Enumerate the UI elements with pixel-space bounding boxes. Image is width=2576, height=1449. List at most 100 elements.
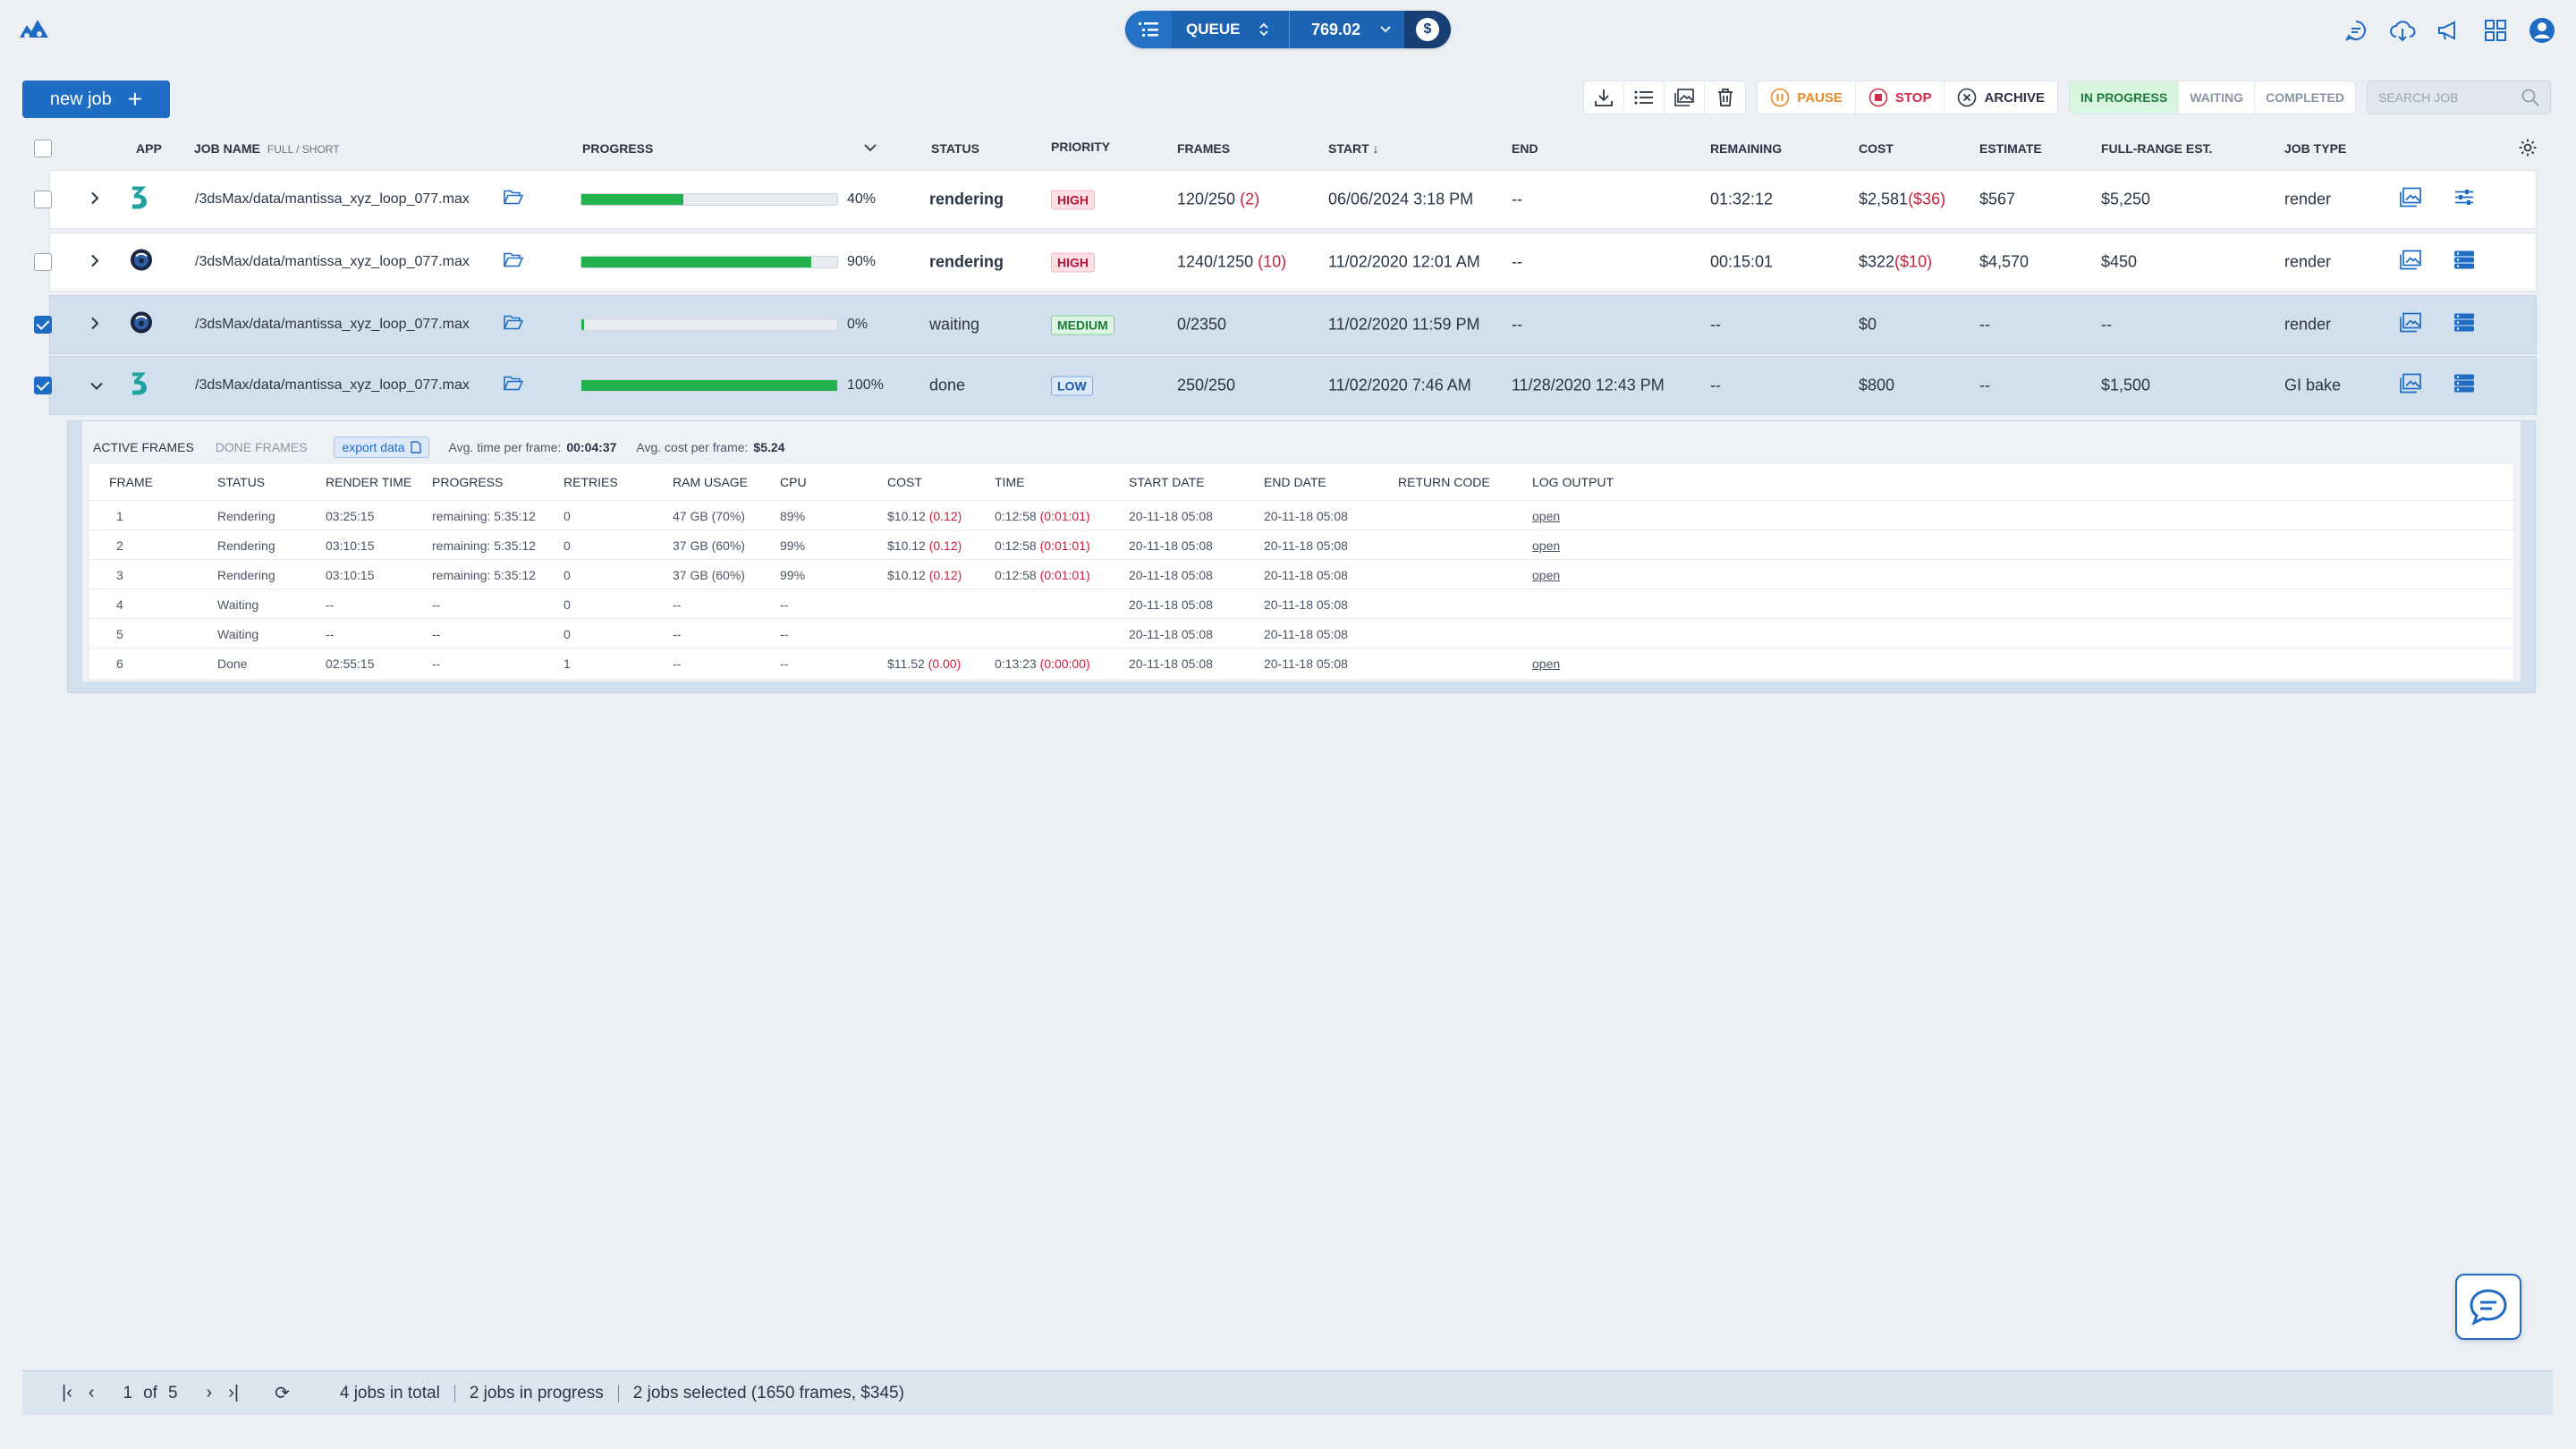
frames-col-retries[interactable]: RETRIES bbox=[564, 475, 618, 489]
folder-open-icon[interactable] bbox=[503, 252, 524, 273]
frames-col-cost[interactable]: COST bbox=[887, 475, 922, 489]
frame-row[interactable]: 6 Done 02:55:15 -- 1 -- -- $11.52 (0.00) 0:13:23… bbox=[89, 648, 2513, 677]
search-input[interactable] bbox=[2378, 90, 2512, 105]
frame-row[interactable]: 3 Rendering 03:10:15 remaining: 5:35:12 0 37 … bbox=[89, 559, 2513, 589]
user-avatar-icon[interactable] bbox=[2528, 16, 2556, 45]
job-name[interactable]: /3dsMax/data/mantissa_xyz_loop_077.max bbox=[195, 254, 470, 269]
megaphone-icon[interactable] bbox=[2435, 16, 2463, 45]
chat-support-button[interactable] bbox=[2455, 1274, 2521, 1340]
row-checkbox[interactable] bbox=[34, 316, 52, 334]
filter-completed[interactable]: COMPLETED bbox=[2266, 90, 2344, 105]
page-current[interactable]: 1 bbox=[123, 1383, 133, 1402]
folder-open-icon[interactable] bbox=[503, 376, 524, 396]
archive-button[interactable]: ARCHIVE bbox=[1945, 81, 2057, 114]
delete-button[interactable] bbox=[1705, 81, 1745, 114]
next-page-icon[interactable]: › bbox=[206, 1383, 213, 1402]
col-full-range[interactable]: FULL-RANGE EST. bbox=[2101, 141, 2213, 156]
job-name[interactable]: /3dsMax/data/mantissa_xyz_loop_077.max bbox=[195, 191, 470, 207]
tab-active-frames[interactable]: ACTIVE FRAMES bbox=[93, 440, 194, 454]
job-name[interactable]: /3dsMax/data/mantissa_xyz_loop_077.max bbox=[195, 317, 470, 332]
frames-col-render_time[interactable]: RENDER TIME bbox=[326, 475, 412, 489]
new-job-button[interactable]: new job + bbox=[22, 80, 170, 118]
frame-row[interactable]: 1 Rendering 03:25:15 remaining: 5:35:12 0 47 … bbox=[89, 500, 2513, 530]
first-page-icon[interactable]: |‹ bbox=[62, 1383, 72, 1402]
frame-row[interactable]: 4 Waiting -- -- 0 -- -- 20-11-18 05:08 20-11-18 … bbox=[89, 589, 2513, 618]
list-view-button[interactable] bbox=[1624, 81, 1665, 114]
col-progress[interactable]: PROGRESS bbox=[582, 141, 654, 156]
frames-col-start[interactable]: START DATE bbox=[1129, 475, 1205, 489]
col-end[interactable]: END bbox=[1512, 141, 1538, 156]
progress-dropdown-chevron-icon[interactable] bbox=[864, 143, 877, 152]
search-icon[interactable] bbox=[2521, 89, 2539, 106]
frame-log[interactable]: open bbox=[1532, 509, 1561, 523]
table-row[interactable]: /3dsMax/data/mantissa_xyz_loop_077.max 0%… bbox=[22, 295, 2537, 354]
folder-open-icon[interactable] bbox=[503, 190, 524, 210]
export-data-button[interactable]: export data bbox=[334, 436, 429, 458]
server-list-icon[interactable] bbox=[2453, 250, 2475, 275]
cloud-download-icon[interactable] bbox=[2388, 16, 2417, 45]
collapse-chevron-icon[interactable] bbox=[90, 377, 103, 395]
table-row[interactable]: /3dsMax/data/mantissa_xyz_loop_077.max 10… bbox=[22, 356, 2537, 415]
frames-col-progress[interactable]: PROGRESS bbox=[432, 475, 504, 489]
frames-col-ram[interactable]: RAM USAGE bbox=[673, 475, 749, 489]
select-all-checkbox[interactable] bbox=[34, 140, 52, 157]
col-job-type[interactable]: JOB TYPE bbox=[2284, 141, 2347, 156]
expand-chevron-icon[interactable] bbox=[90, 253, 99, 272]
preview-images-icon[interactable] bbox=[2400, 187, 2421, 212]
sliders-icon[interactable] bbox=[2453, 189, 2475, 211]
download-button[interactable] bbox=[1584, 81, 1625, 114]
job-name[interactable]: /3dsMax/data/mantissa_xyz_loop_077.max bbox=[195, 377, 470, 393]
balance-selector[interactable]: 769.02 bbox=[1290, 11, 1404, 48]
last-page-icon[interactable]: ›| bbox=[228, 1383, 240, 1402]
table-row[interactable]: /3dsMax/data/mantissa_xyz_loop_077.max 90… bbox=[22, 233, 2537, 292]
frame-log[interactable]: open bbox=[1532, 657, 1561, 671]
preview-images-icon[interactable] bbox=[2400, 373, 2421, 398]
frames-col-cpu[interactable]: CPU bbox=[780, 475, 807, 489]
row-checkbox[interactable] bbox=[34, 253, 52, 271]
preview-images-icon[interactable] bbox=[2400, 250, 2421, 275]
col-start[interactable]: START ↓ bbox=[1328, 141, 1379, 156]
col-priority[interactable]: PRIORITY bbox=[1051, 140, 1111, 154]
frame-log[interactable]: open bbox=[1532, 538, 1561, 553]
frame-log[interactable]: open bbox=[1532, 568, 1561, 582]
gallery-button[interactable] bbox=[1665, 81, 1706, 114]
frames-col-end[interactable]: END DATE bbox=[1264, 475, 1326, 489]
col-status[interactable]: STATUS bbox=[931, 141, 979, 156]
folder-open-icon[interactable] bbox=[503, 315, 524, 335]
queue-selector[interactable]: QUEUE bbox=[1172, 11, 1290, 48]
refresh-icon[interactable]: ⟳ bbox=[275, 1384, 290, 1403]
frames-col-log[interactable]: LOG OUTPUT bbox=[1532, 475, 1614, 489]
stop-button[interactable]: STOP bbox=[1856, 81, 1945, 114]
col-job-name-toggle[interactable]: FULL / SHORT bbox=[267, 143, 340, 156]
frames-col-frame[interactable]: FRAME bbox=[109, 475, 153, 489]
add-funds-button[interactable]: $ bbox=[1404, 11, 1451, 48]
gear-icon[interactable] bbox=[2518, 138, 2538, 157]
col-remaining[interactable]: REMAINING bbox=[1710, 141, 1783, 156]
prev-page-icon[interactable]: ‹ bbox=[88, 1383, 95, 1402]
frame-row[interactable]: 5 Waiting -- -- 0 -- -- 20-11-18 05:08 20-11-18 … bbox=[89, 618, 2513, 648]
queue-menu-button[interactable] bbox=[1125, 11, 1172, 48]
filter-in-progress[interactable]: IN PROGRESS bbox=[2069, 81, 2180, 114]
server-list-icon[interactable] bbox=[2453, 374, 2475, 398]
row-checkbox[interactable] bbox=[34, 377, 52, 394]
col-app[interactable]: APP bbox=[136, 141, 162, 156]
row-checkbox[interactable] bbox=[34, 191, 52, 208]
server-list-icon[interactable] bbox=[2453, 313, 2475, 337]
col-estimate[interactable]: ESTIMATE bbox=[1979, 141, 2042, 156]
frames-col-time[interactable]: TIME bbox=[995, 475, 1025, 489]
table-row[interactable]: /3dsMax/data/mantissa_xyz_loop_077.max 40… bbox=[22, 170, 2537, 229]
col-job-name[interactable]: JOB NAME FULL / SHORT bbox=[194, 141, 340, 156]
col-cost[interactable]: COST bbox=[1859, 141, 1894, 156]
col-frames[interactable]: FRAMES bbox=[1177, 141, 1231, 156]
expand-chevron-icon[interactable] bbox=[90, 191, 99, 209]
filter-waiting[interactable]: WAITING bbox=[2179, 81, 2256, 114]
dashboard-grid-icon[interactable] bbox=[2481, 16, 2510, 45]
expand-chevron-icon[interactable] bbox=[90, 316, 99, 335]
tab-done-frames[interactable]: DONE FRAMES bbox=[215, 440, 308, 454]
frames-col-code[interactable]: RETURN CODE bbox=[1398, 475, 1490, 489]
frames-col-status[interactable]: STATUS bbox=[217, 475, 266, 489]
preview-images-icon[interactable] bbox=[2400, 312, 2421, 337]
chat-icon[interactable] bbox=[2342, 16, 2370, 45]
frame-row[interactable]: 2 Rendering 03:10:15 remaining: 5:35:12 0 37 … bbox=[89, 530, 2513, 559]
pause-button[interactable]: PAUSE bbox=[1758, 81, 1856, 114]
